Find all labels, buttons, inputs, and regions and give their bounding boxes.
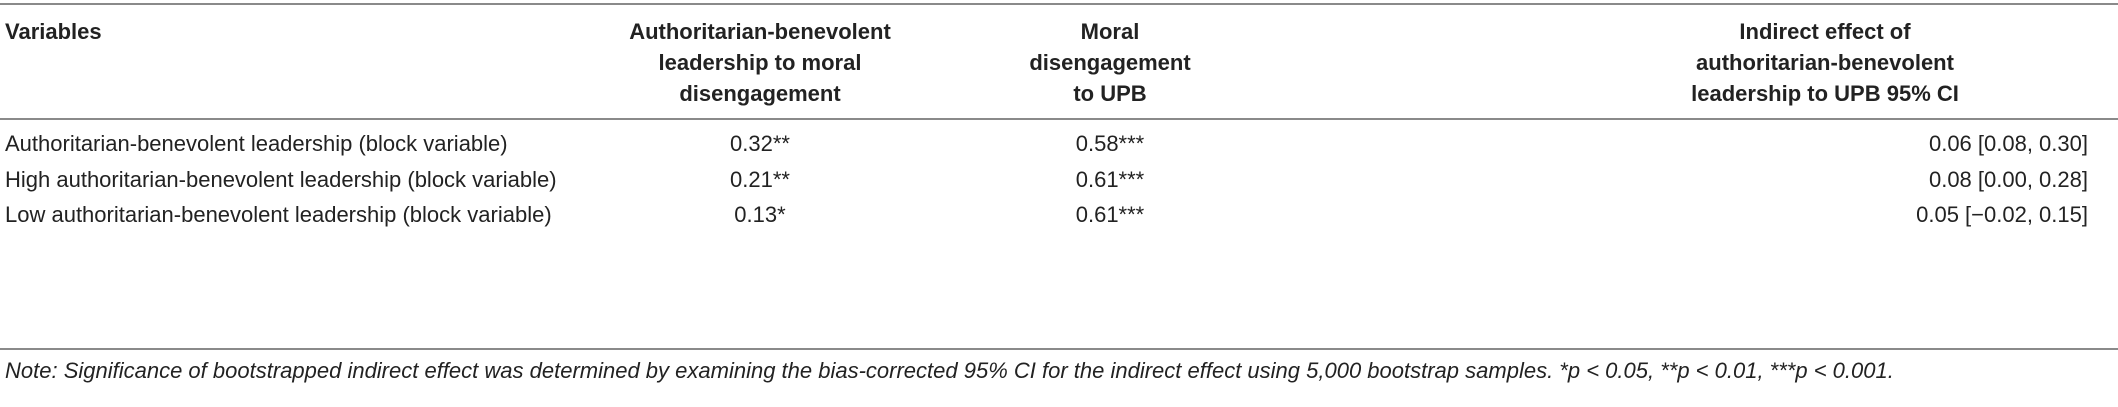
header-col3-line3: to UPB: [1073, 81, 1147, 106]
table-top-rule: [0, 3, 2118, 5]
row-2-indirect: 0.08 [0.00, 0.28]: [1928, 167, 2088, 192]
header-col3-line2: disengagement: [1029, 50, 1191, 75]
table-bottom-rule: [0, 348, 2118, 350]
row-3-variable: Low authoritarian-benevolent leadership …: [5, 202, 552, 227]
header-col2-line1: Authoritarian-benevolent: [629, 19, 891, 44]
header-variables: Variables: [5, 19, 102, 44]
row-1-b: 0.58***: [1075, 131, 1145, 156]
row-3-indirect: 0.05 [−0.02, 0.15]: [1916, 202, 2088, 227]
row-1-indirect: 0.06 [0.08, 0.30]: [1928, 131, 2088, 156]
table-note: Note: Significance of bootstrapped indir…: [5, 358, 1894, 383]
header-col2-line3: disengagement: [679, 81, 841, 106]
row-2-a: 0.21**: [730, 167, 790, 192]
row-1-a: 0.32**: [730, 131, 790, 156]
header-col4-line3: leadership to UPB 95% CI: [1691, 81, 1959, 106]
row-3-b: 0.61***: [1075, 202, 1145, 227]
row-3-a: 0.13*: [734, 202, 786, 227]
header-col4-line1: Indirect effect of: [1739, 19, 1911, 44]
header-col3-line1: Moral: [1080, 19, 1140, 44]
header-rule: [0, 118, 2118, 120]
row-2-b: 0.61***: [1075, 167, 1145, 192]
header-col4-line2: authoritarian-benevolent: [1696, 50, 1954, 75]
row-2-variable: High authoritarian-benevolent leadership…: [5, 167, 557, 192]
header-col2-line2: leadership to moral: [658, 50, 862, 75]
row-1-variable: Authoritarian-benevolent leadership (blo…: [5, 131, 508, 156]
